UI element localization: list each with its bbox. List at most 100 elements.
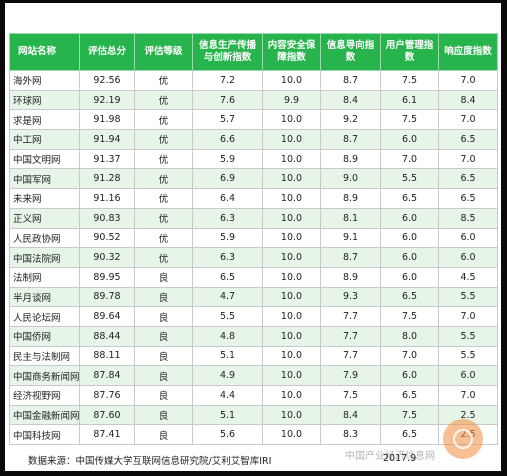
table-row: 环球网 92.19 优 7.6 9.9 8.4 6.1 8.4 (9, 89, 498, 111)
col-total-score-cell: 90.52 (79, 227, 135, 249)
col-site-name-cell: 中国侨网 (9, 325, 80, 347)
table-row: 海外网 92.56 优 7.2 10.0 8.7 7.5 7.0 (9, 70, 498, 91)
col-grade-cell: 优 (134, 109, 193, 131)
col-response-index-cell: 6.5 (438, 129, 498, 150)
col-site-name-cell: 海外网 (9, 70, 80, 91)
col-safety-index-cell: 10.0 (262, 129, 321, 150)
col-site-name-cell: 中工网 (9, 129, 80, 150)
col-grade-cell: 优 (134, 148, 193, 170)
col-production-index-cell: 5.9 (192, 227, 263, 249)
col-orientation-index-cell: 7.7 (320, 325, 381, 347)
col-site-name-cell: 中国文明网 (9, 148, 80, 170)
col-safety-index-cell: 10.0 (262, 188, 321, 209)
header-col-response-index: 响应度指数 (438, 33, 498, 71)
col-safety-index-cell: 9.9 (262, 89, 321, 111)
col-orientation-index-cell: 8.4 (320, 404, 381, 426)
col-total-score-cell: 87.41 (79, 424, 135, 446)
col-total-score-cell: 88.44 (79, 325, 135, 347)
col-safety-index-cell: 10.0 (262, 70, 321, 91)
col-orientation-index-cell: 8.9 (320, 188, 381, 209)
col-user-mgmt-index-cell: 6.5 (380, 286, 439, 308)
header-col-site-name: 网站名称 (9, 33, 80, 71)
table-row: 中国军网 91.28 优 6.9 10.0 9.0 5.5 6.5 (9, 168, 498, 190)
col-orientation-index-cell: 9.3 (320, 286, 381, 308)
col-orientation-index-cell: 7.5 (320, 385, 381, 406)
col-user-mgmt-index-cell: 6.5 (380, 424, 439, 446)
col-safety-index-cell: 10.0 (262, 365, 321, 386)
table-header-row: 网站名称 评估总分 评估等级 信息生产传播与创新指数 内容安全保障指数 信息导向指数 用户管… (9, 33, 498, 71)
col-total-score-cell: 90.32 (79, 247, 135, 268)
col-production-index-cell: 4.4 (192, 385, 263, 406)
col-total-score-cell: 91.94 (79, 129, 135, 150)
col-total-score-cell: 88.11 (79, 345, 135, 367)
col-response-index-cell: 8.5 (438, 207, 498, 229)
col-production-index-cell: 6.3 (192, 247, 263, 268)
col-safety-index-cell: 10.0 (262, 109, 321, 131)
col-grade-cell: 良 (134, 286, 193, 308)
col-user-mgmt-index-cell: 7.5 (380, 70, 439, 91)
col-total-score-cell: 89.64 (79, 306, 135, 327)
col-user-mgmt-index-cell: 6.0 (380, 266, 439, 288)
col-production-index-cell: 6.5 (192, 266, 263, 288)
col-total-score-cell: 90.83 (79, 207, 135, 229)
col-production-index-cell: 6.6 (192, 129, 263, 150)
col-orientation-index-cell: 7.9 (320, 365, 381, 386)
table-row: 中国侨网 88.44 良 4.8 10.0 7.7 8.0 5.5 (9, 325, 498, 347)
col-production-index-cell: 5.1 (192, 404, 263, 426)
col-safety-index-cell: 10.0 (262, 345, 321, 367)
col-grade-cell: 良 (134, 424, 193, 446)
col-production-index-cell: 6.4 (192, 188, 263, 209)
col-site-name-cell: 中国军网 (9, 168, 80, 190)
col-site-name-cell: 半月谈网 (9, 286, 80, 308)
col-production-index-cell: 5.9 (192, 148, 263, 170)
col-safety-index-cell: 10.0 (262, 306, 321, 327)
col-orientation-index-cell: 9.1 (320, 227, 381, 249)
col-grade-cell: 良 (134, 385, 193, 406)
col-grade-cell: 良 (134, 365, 193, 386)
header-col-user-mgmt-index: 用户管理指数 (380, 33, 439, 71)
col-production-index-cell: 7.2 (192, 70, 263, 91)
col-safety-index-cell: 10.0 (262, 404, 321, 426)
col-grade-cell: 优 (134, 247, 193, 268)
col-response-index-cell: 6.5 (438, 188, 498, 209)
col-safety-index-cell: 10.0 (262, 148, 321, 170)
col-response-index-cell: 7.0 (438, 306, 498, 327)
col-safety-index-cell: 10.0 (262, 207, 321, 229)
col-safety-index-cell: 10.0 (262, 424, 321, 446)
col-production-index-cell: 6.9 (192, 168, 263, 190)
col-production-index-cell: 5.7 (192, 109, 263, 131)
table-row: 正义网 90.83 优 6.3 10.0 8.1 6.0 8.5 (9, 207, 498, 229)
col-grade-cell: 优 (134, 129, 193, 150)
col-site-name-cell: 中国金融新闻网 (9, 404, 80, 426)
col-user-mgmt-index-cell: 6.0 (380, 207, 439, 229)
col-safety-index-cell: 10.0 (262, 227, 321, 249)
col-orientation-index-cell: 7.7 (320, 306, 381, 327)
col-total-score-cell: 91.16 (79, 188, 135, 209)
table-row: 中国法院网 90.32 优 6.3 10.0 8.7 6.0 6.0 (9, 247, 498, 268)
table-row: 中国商务新闻网 87.84 良 4.9 10.0 7.9 6.0 6.0 (9, 365, 498, 386)
col-user-mgmt-index-cell: 6.0 (380, 227, 439, 249)
col-response-index-cell: 6.0 (438, 227, 498, 249)
col-total-score-cell: 91.37 (79, 148, 135, 170)
col-grade-cell: 良 (134, 345, 193, 367)
col-production-index-cell: 5.1 (192, 345, 263, 367)
col-total-score-cell: 91.98 (79, 109, 135, 131)
col-total-score-cell: 91.28 (79, 168, 135, 190)
col-grade-cell: 优 (134, 188, 193, 209)
table-row: 中国文明网 91.37 优 5.9 10.0 8.9 7.0 7.0 (9, 148, 498, 170)
col-grade-cell: 优 (134, 70, 193, 91)
col-grade-cell: 良 (134, 306, 193, 327)
col-safety-index-cell: 10.0 (262, 247, 321, 268)
col-user-mgmt-index-cell: 7.0 (380, 148, 439, 170)
header-col-production-index: 信息生产传播与创新指数 (192, 33, 263, 71)
col-response-index-cell: 4.5 (438, 266, 498, 288)
col-site-name-cell: 人民政协网 (9, 227, 80, 249)
report-date: 2017.9 (383, 453, 417, 464)
col-response-index-cell: 6.0 (438, 247, 498, 268)
col-production-index-cell: 5.6 (192, 424, 263, 446)
col-total-score-cell: 87.60 (79, 404, 135, 426)
col-user-mgmt-index-cell: 7.5 (380, 404, 439, 426)
col-production-index-cell: 4.9 (192, 365, 263, 386)
col-orientation-index-cell: 8.7 (320, 129, 381, 150)
